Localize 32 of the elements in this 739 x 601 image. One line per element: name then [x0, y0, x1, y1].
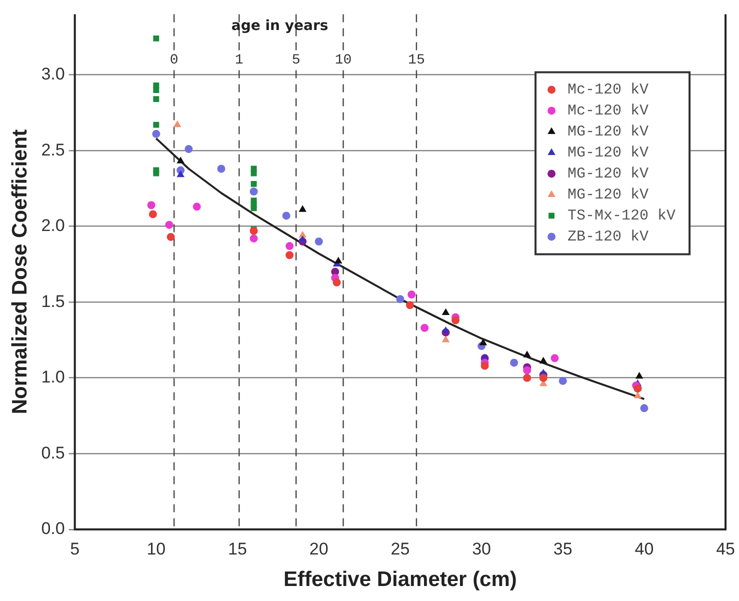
x-tick-label: 35 — [553, 539, 572, 558]
legend-label: Mc-120 kV — [568, 102, 649, 120]
annotation: 15 — [408, 52, 425, 68]
legend-label: MG-120 kV — [568, 144, 649, 162]
x-tick-label: 25 — [390, 539, 410, 558]
y-tick-label: 0.0 — [41, 519, 65, 538]
x-tick-label: 30 — [472, 539, 491, 558]
x-tick-label: 5 — [70, 539, 80, 558]
annotation: 0 — [170, 52, 178, 68]
y-tick-label: 3.0 — [41, 64, 65, 84]
annotation: age in years — [231, 18, 328, 34]
x-tick-label: 40 — [634, 539, 654, 558]
x-tick-label: 10 — [146, 539, 166, 558]
annotation: 10 — [334, 52, 352, 68]
legend-label: MG-120 kV — [568, 186, 649, 204]
y-tick-label: 1.0 — [41, 368, 65, 387]
y-tick-label: 0.5 — [41, 443, 65, 462]
annotation: 5 — [292, 52, 300, 68]
x-tick-label: 20 — [309, 539, 328, 558]
annotation: 1 — [234, 52, 244, 68]
legend-label: Mc-120 kV — [568, 82, 649, 99]
x-tick-label: 15 — [228, 539, 247, 558]
y-axis-title: Normalized Dose Coefficient — [8, 129, 32, 414]
x-tick-label: 45 — [716, 539, 736, 558]
legend-label: ZB-120 kV — [568, 228, 649, 246]
legend-label: TS-Mx-120 kV — [568, 208, 676, 225]
y-tick-label: 1.5 — [41, 292, 65, 311]
y-tick-label: 2.5 — [41, 140, 65, 160]
y-tick-label: 2.0 — [41, 216, 65, 236]
legend-label: MG-120 kV — [568, 124, 649, 141]
x-axis-title: Effective Diameter (cm) — [283, 568, 517, 592]
legend-label: MG-120 kV — [568, 166, 649, 183]
